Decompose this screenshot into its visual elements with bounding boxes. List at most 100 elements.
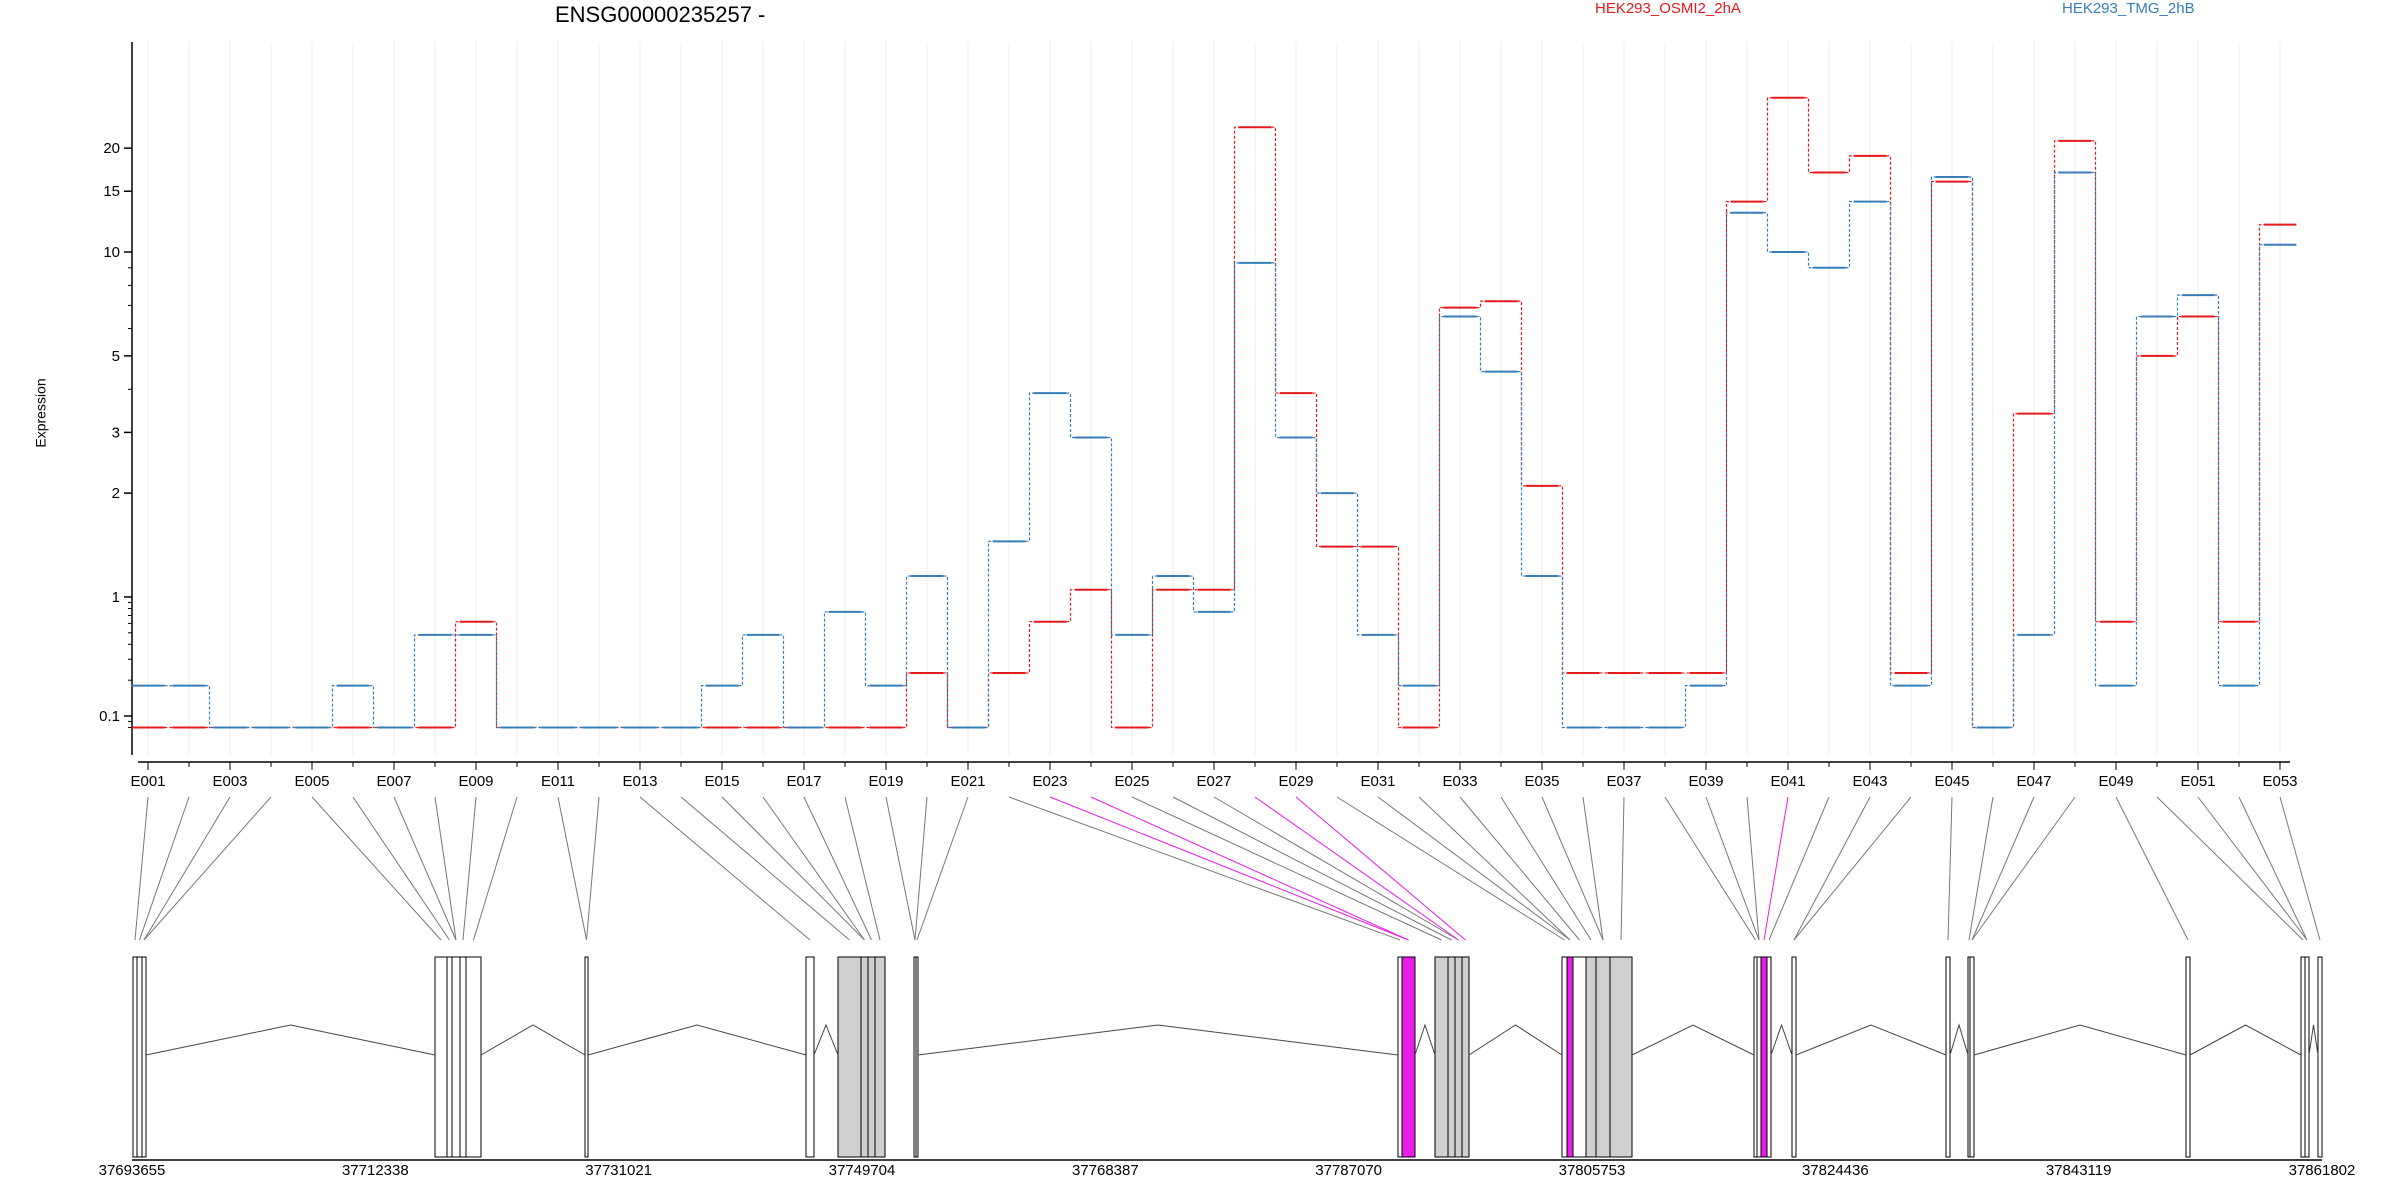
legend-entry-tmg: HEK293_TMG_2hB [2062,0,2195,17]
exon-connector [803,796,872,941]
exon-connector [134,796,149,941]
exon-connector [393,796,457,941]
exon-connector [139,796,190,941]
exon-connector [2156,796,2304,941]
exon-block [446,956,453,1158]
genome-coordinate-label: 37824436 [1802,1162,1869,1179]
series-connector [697,685,706,729]
series-connector [1558,575,1567,729]
exon-connector [1763,796,1789,941]
series-connector [1394,634,1403,687]
series-connector [1804,97,1813,174]
x-tick-label: E039 [1688,773,1723,790]
exon-connector [1971,796,2035,941]
series-connector [1681,685,1690,729]
x-tick-label: E035 [1524,773,1559,790]
exon-block [874,956,886,1158]
series-connector [1435,315,1444,687]
exon-connector [1500,796,1592,941]
exon-connector [1541,796,1604,941]
series-connector [1763,97,1772,203]
series-connector [779,634,788,729]
exon-block [1397,956,1403,1158]
exon-block [1766,956,1772,1158]
exon-block [1585,956,1597,1158]
exon-connector [639,796,811,941]
series-connector [1107,436,1116,636]
series-connector [369,685,378,729]
y-tick-label: 5 [112,348,120,365]
exon-connector [1459,796,1580,941]
intron-line [1949,1023,1969,1056]
series-connector [1066,589,1075,623]
series-connector [1271,262,1280,439]
exon-block [1756,956,1762,1158]
series-connector [902,672,911,729]
exon-connector [1131,796,1442,941]
exon-connector [473,796,518,941]
series-connector [1435,306,1444,729]
exon-connector [462,796,477,941]
genome-coordinate-label: 37787070 [1315,1162,1382,1179]
intron-line [145,1024,436,1056]
x-tick-label: E029 [1278,773,1313,790]
exon-connector [1620,796,1625,941]
exon-connector [1968,796,1994,941]
intron-line [2189,1024,2302,1056]
series-connector [1476,300,1485,309]
intron-line [1973,1024,2187,1056]
exon-block [1969,956,1975,1158]
legend-entry-osmi2: HEK293_OSMI2_2hA [1595,0,1741,17]
exon-connector [2115,796,2189,941]
series-connector [492,621,501,729]
series-connector [1353,492,1362,636]
series-connector [902,575,911,687]
exon-connector [311,796,442,941]
series-connector [451,621,460,729]
series-connector [2214,315,2223,623]
series-connector [1845,200,1854,269]
exon-block [2317,956,2323,1158]
series-connector [1230,262,1239,613]
x-tick-label: E023 [1032,773,1067,790]
intron-line [1414,1023,1436,1056]
y-tick-label: 15 [103,183,120,200]
exon-connector [1664,796,1756,941]
series-connector [1025,621,1034,674]
x-tick-label: E037 [1606,773,1641,790]
x-tick-label: E001 [130,773,165,790]
exon-connector [1971,796,2076,941]
genome-coordinate-label: 37693655 [99,1162,166,1179]
exon-block [1561,956,1568,1158]
x-tick-label: E011 [541,773,575,790]
exon-block [867,956,876,1158]
intron-line [1468,1024,1563,1056]
x-tick-label: E033 [1442,773,1477,790]
x-tick-label: E025 [1114,773,1149,790]
exon-block [1595,956,1611,1158]
exon-connector [434,796,457,941]
exon-connector [844,796,881,941]
series-connector [1107,589,1116,729]
x-tick-label: E045 [1934,773,1969,790]
exon-connector [1090,796,1409,941]
exon-block [584,956,589,1158]
series-connector [1517,371,1526,577]
exon-connector [916,796,969,941]
genome-coordinate-label: 37712338 [342,1162,409,1179]
exon-block [141,956,147,1158]
exon-connector [1705,796,1760,941]
exon-connector [1793,796,1871,941]
exon-connector [721,796,865,941]
exon-connector [1008,796,1401,941]
series-connector [2255,244,2264,687]
genome-coordinate-label: 37768387 [1072,1162,1139,1179]
exon-connector [1172,796,1452,941]
exon-connector [2197,796,2308,941]
exon-block [459,956,467,1158]
exon-connector [1582,796,1604,941]
exon-block [136,956,143,1158]
exon-block [2300,956,2306,1158]
series-connector [2132,315,2141,687]
